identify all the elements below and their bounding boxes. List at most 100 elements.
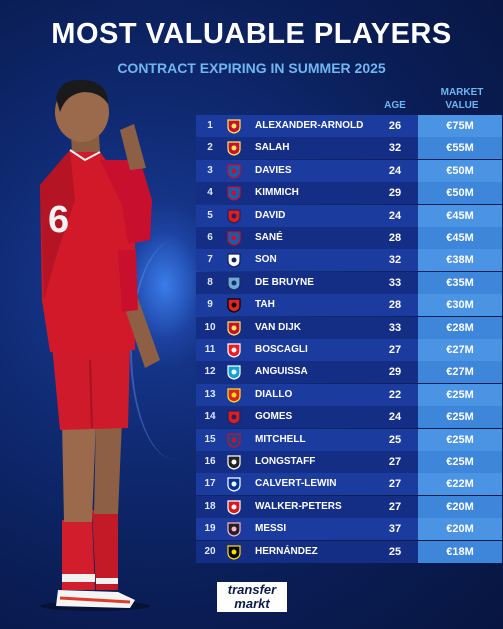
row-player-name: HERNÁNDEZ (255, 545, 318, 557)
table-row: 13 DIALLO 22 €25M (196, 383, 502, 406)
row-player-name: MITCHELL (255, 433, 306, 445)
row-player-name: SANÉ (255, 232, 283, 243)
row-age: 25 (388, 545, 402, 558)
newcastle-crest-icon (227, 455, 241, 470)
bayern-crest-icon (227, 186, 241, 201)
table-row: 5 DAVID 24 €45M (196, 204, 502, 227)
southampton-crest-icon (227, 500, 241, 515)
row-player-name: BOSCAGLI (255, 344, 308, 355)
row-market-value: €38M (418, 249, 502, 272)
row-rank: 17 (204, 478, 216, 490)
market-value-column-header-line1: MARKET (440, 87, 484, 98)
row-market-value: €35M (418, 271, 502, 294)
man-city-crest-icon (227, 276, 241, 291)
row-market-value: €30M (418, 294, 502, 317)
row-age: 22 (388, 388, 402, 401)
row-age: 27 (388, 478, 402, 491)
table-row: 12 ANGUISSA 29 €27M (196, 361, 502, 384)
row-market-value: €25M (418, 428, 502, 451)
lille-crest-icon (227, 208, 241, 224)
row-player-name: ANGUISSA (255, 366, 308, 378)
table-row: 16 LONGSTAFF 27 €25M (196, 451, 502, 473)
row-player-name: LONGSTAFF (255, 456, 316, 467)
row-market-value: €55M (418, 137, 502, 160)
table-row: 8 DE BRUYNE 33 €35M (196, 271, 502, 294)
row-age: 24 (388, 164, 402, 177)
table-row: 1 ALEXANDER-ARNOLD 26 €75M (196, 115, 502, 137)
row-rank: 16 (204, 456, 216, 467)
row-player-name: SALAH (255, 142, 290, 154)
svg-text:6: 6 (48, 199, 69, 241)
row-age: 29 (388, 366, 402, 379)
table-row: 2 SALAH 32 €55M (196, 137, 502, 160)
row-market-value: €18M (418, 540, 502, 563)
row-age: 32 (388, 254, 402, 267)
row-player-name: MESSI (255, 523, 287, 535)
row-player-name: SON (255, 254, 277, 266)
row-age: 28 (388, 299, 402, 312)
row-market-value: €50M (418, 159, 502, 182)
psv-crest-icon (227, 343, 241, 358)
row-player-name: GOMES (255, 411, 293, 423)
row-rank: 13 (204, 388, 216, 400)
logo-line1: transfer (227, 582, 277, 597)
tottenham-crest-icon (227, 253, 241, 268)
row-age: 33 (388, 276, 402, 289)
table-row: 10 VAN DIJK 33 €28M (196, 316, 502, 339)
row-market-value: €22M (418, 473, 502, 496)
liverpool-crest-icon (227, 141, 241, 156)
table-row: 15 MITCHELL 25 €25M (196, 428, 502, 451)
table-row: 9 TAH 28 €30M (196, 294, 502, 317)
row-player-name: DAVIES (255, 164, 292, 176)
row-rank: 8 (207, 276, 213, 288)
row-market-value: €25M (418, 383, 502, 406)
row-player-name: CALVERT-LEWIN (255, 478, 337, 490)
row-rank: 10 (204, 321, 216, 333)
row-market-value: €50M (418, 182, 502, 205)
market-value-column-header-line2: VALUE (445, 100, 479, 111)
row-age: 24 (388, 209, 402, 222)
row-player-name: WALKER-PETERS (255, 500, 342, 512)
row-age: 25 (388, 433, 402, 446)
liverpool-crest-icon (227, 119, 241, 134)
row-age: 27 (388, 344, 402, 356)
row-age: 27 (388, 500, 402, 513)
table-row: 20 HERNÁNDEZ 25 €18M (196, 540, 502, 563)
row-rank: 12 (204, 366, 216, 378)
row-age: 33 (388, 321, 402, 334)
page-title: MOST VALUABLE PLAYERS (51, 18, 452, 50)
row-rank: 15 (204, 433, 216, 445)
row-player-name: DAVID (255, 209, 286, 221)
row-market-value: €28M (418, 316, 502, 339)
row-market-value: €25M (418, 406, 502, 429)
row-market-value: €27M (418, 339, 502, 361)
row-rank: 18 (204, 500, 216, 512)
liverpool-crest-icon (227, 320, 241, 336)
row-age: 27 (388, 456, 402, 468)
row-rank: 4 (207, 187, 213, 199)
row-rank: 1 (207, 120, 213, 131)
bayern-crest-icon (227, 164, 241, 179)
row-market-value: €45M (418, 204, 502, 227)
row-rank: 5 (207, 209, 213, 221)
row-rank: 3 (207, 164, 213, 176)
row-player-name: DIALLO (255, 388, 293, 400)
row-market-value: €27M (418, 361, 502, 384)
player-photo: 6 (40, 79, 160, 611)
row-rank: 9 (207, 299, 213, 311)
row-market-value: €20M (418, 495, 502, 518)
row-age: 26 (388, 120, 402, 132)
row-rank: 20 (204, 545, 216, 557)
logo-background (217, 582, 287, 612)
table-row: 14 GOMES 24 €25M (196, 406, 502, 429)
row-player-name: VAN DIJK (255, 321, 301, 333)
lille-crest-icon (227, 410, 241, 425)
table-row: 6 SANÉ 28 €45M (196, 227, 502, 249)
row-market-value: €75M (418, 115, 502, 137)
crystal-palace-crest-icon (227, 432, 241, 448)
row-rank: 6 (207, 232, 213, 243)
row-age: 28 (388, 232, 402, 244)
row-rank: 19 (204, 523, 216, 535)
row-age: 24 (388, 411, 402, 424)
